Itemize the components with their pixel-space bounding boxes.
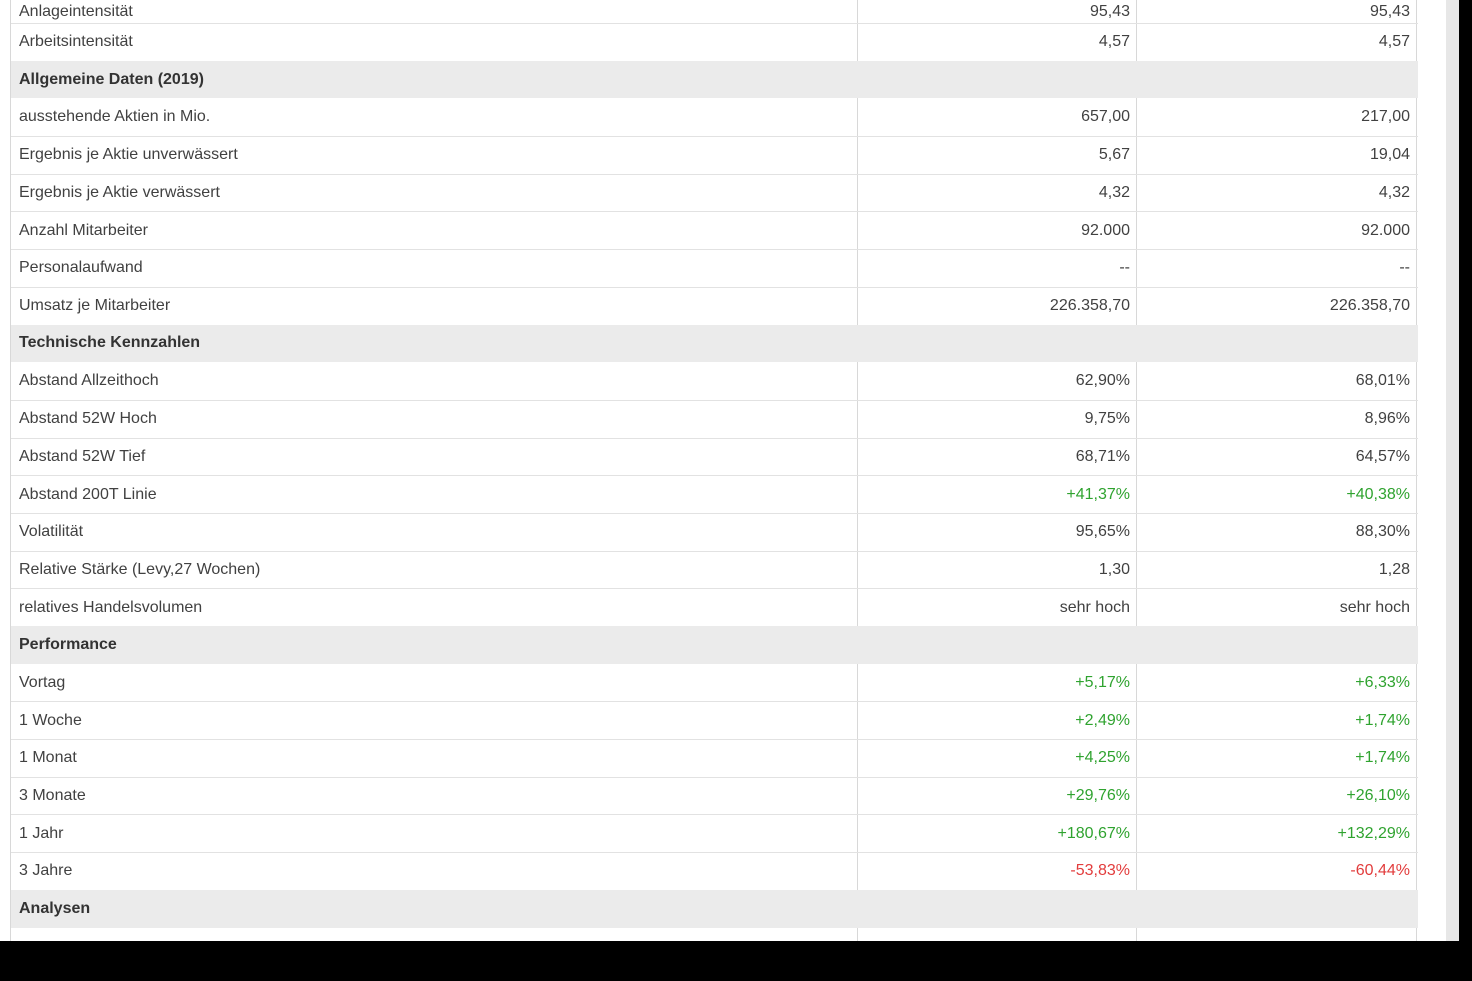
table-row: Arbeitsintensität 4,57 4,57 <box>11 23 1418 61</box>
table-row: Abstand 52W Tief 68,71% 64,57% <box>11 437 1418 476</box>
row-label: Arbeitsintensität <box>19 33 133 51</box>
row-value-col1: 95,65% <box>857 513 1136 551</box>
row-value-col2: 4,32 <box>1136 174 1417 212</box>
row-value-col2: 88,30% <box>1136 513 1417 551</box>
row-label: Abstand 52W Tief <box>19 447 146 465</box>
row-value-col1: 226.358,70 <box>857 287 1136 325</box>
table-row: Volatilität 95,65% 88,30% <box>11 512 1418 551</box>
row-value-col1: +41,37% <box>857 476 1136 513</box>
table-row: 1 Jahr +180,67% +132,29% <box>11 814 1418 853</box>
row-value-col1: 4,32 <box>857 174 1136 212</box>
row-value-col2: -60,44% <box>1136 853 1417 890</box>
row-value-col1: -53,83% <box>857 853 1136 890</box>
table-row: 3 Monate +29,76% +26,10% <box>11 776 1418 815</box>
row-value-col1: +5,17% <box>857 663 1136 702</box>
section-title: Performance <box>19 635 117 653</box>
row-value-col1: 1,30 <box>857 551 1136 589</box>
row-label: 3 Monate <box>19 787 86 805</box>
table-row: 3 Jahre -53,83% -60,44% <box>11 852 1418 890</box>
row-label: Anzahl Mitarbeiter <box>19 221 148 239</box>
row-value-col1: +29,76% <box>857 777 1136 815</box>
row-label: Personalaufwand <box>19 259 143 277</box>
row-value-col1: +2,49% <box>857 702 1136 740</box>
row-value-col1: 657,00 <box>857 98 1136 137</box>
row-value-col2: 217,00 <box>1136 98 1417 137</box>
row-value-col1: 9,75% <box>857 400 1136 438</box>
row-value-col2: sehr hoch <box>1136 589 1417 626</box>
stock-metrics-table: Anlageintensität 95,43 95,43 Arbeitsintensi… <box>10 0 1418 966</box>
section-header-row: Performance <box>11 626 1418 664</box>
vertical-scrollbar-track[interactable] <box>1446 0 1459 941</box>
row-value-col2: +40,38% <box>1136 476 1417 513</box>
row-value-col2: 226.358,70 <box>1136 287 1417 325</box>
table-row: relatives Handelsvolumen sehr hoch sehr ho… <box>11 588 1418 626</box>
row-value-col2: +26,10% <box>1136 777 1417 815</box>
row-value-col2: +1,74% <box>1136 740 1417 777</box>
row-value-col1: 95,43 <box>857 0 1136 23</box>
row-label: ausstehende Aktien in Mio. <box>19 108 211 126</box>
row-label: Ergebnis je Aktie unverwässert <box>19 146 238 164</box>
row-label: 1 Woche <box>19 711 82 729</box>
section-title: Allgemeine Daten (2019) <box>19 70 204 88</box>
row-value-col2: 1,28 <box>1136 551 1417 589</box>
table-row: ausstehende Aktien in Mio. 657,00 217,00 <box>11 98 1418 137</box>
table-row: Ergebnis je Aktie verwässert 4,32 4,32 <box>11 173 1418 212</box>
row-value-col1: +180,67% <box>857 815 1136 853</box>
row-value-col2: 64,57% <box>1136 438 1417 476</box>
table-row: 1 Woche +2,49% +1,74% <box>11 701 1418 740</box>
table-row: Relative Stärke (Levy,27 Wochen) 1,30 1,28 <box>11 550 1418 589</box>
row-value-col2: +132,29% <box>1136 815 1417 853</box>
table-row: Abstand Allzeithoch 62,90% 68,01% <box>11 362 1418 400</box>
row-label: 3 Jahre <box>19 862 73 880</box>
letterbox-right-bar <box>1459 0 1472 981</box>
row-label: Abstand 200T Linie <box>19 485 157 503</box>
table-row: Abstand 200T Linie +41,37% +40,38% <box>11 475 1418 513</box>
row-label: relatives Handelsvolumen <box>19 598 203 616</box>
row-value-col2: +1,74% <box>1136 702 1417 740</box>
row-value-col2: 92.000 <box>1136 212 1417 250</box>
row-value-col1: 68,71% <box>857 438 1136 476</box>
table-row: Anzahl Mitarbeiter 92.000 92.000 <box>11 211 1418 250</box>
row-value-col1: 4,57 <box>857 24 1136 61</box>
table-row: Umsatz je Mitarbeiter 226.358,70 226.358,7… <box>11 286 1418 325</box>
section-title: Technische Kennzahlen <box>19 334 201 352</box>
row-value-col1: sehr hoch <box>857 589 1136 626</box>
row-label: 1 Monat <box>19 749 77 767</box>
section-header-row: Allgemeine Daten (2019) <box>11 60 1418 99</box>
row-label: Abstand Allzeithoch <box>19 372 159 390</box>
row-value-col2: 19,04 <box>1136 137 1417 174</box>
table-row: Vortag +5,17% +6,33% <box>11 663 1418 702</box>
row-value-col2: +6,33% <box>1136 663 1417 702</box>
row-label: Volatilität <box>19 523 84 541</box>
row-label: Umsatz je Mitarbeiter <box>19 297 171 315</box>
row-value-col1: 5,67 <box>857 137 1136 174</box>
table-row: Anlageintensität 95,43 95,43 <box>11 0 1418 23</box>
row-label: Ergebnis je Aktie verwässert <box>19 184 220 202</box>
row-value-col2: 68,01% <box>1136 362 1417 400</box>
row-value-col1: 62,90% <box>857 362 1136 400</box>
row-value-col1: -- <box>857 250 1136 287</box>
row-value-col2: 95,43 <box>1136 0 1417 23</box>
row-label: Relative Stärke (Levy,27 Wochen) <box>19 560 261 578</box>
row-label: Anlageintensität <box>19 2 133 20</box>
section-header-row: Technische Kennzahlen <box>11 324 1418 363</box>
row-value-col2: 4,57 <box>1136 24 1417 61</box>
table-row: Personalaufwand -- -- <box>11 249 1418 287</box>
row-value-col2: 8,96% <box>1136 400 1417 438</box>
row-value-col2: -- <box>1136 250 1417 287</box>
letterbox-bottom-bar <box>0 941 1472 981</box>
row-label: 1 Jahr <box>19 824 64 842</box>
table-row: Abstand 52W Hoch 9,75% 8,96% <box>11 399 1418 438</box>
table-row: Ergebnis je Aktie unverwässert 5,67 19,04 <box>11 136 1418 174</box>
row-label: Abstand 52W Hoch <box>19 410 157 428</box>
table-row: 1 Monat +4,25% +1,74% <box>11 739 1418 777</box>
row-value-col1: +4,25% <box>857 740 1136 777</box>
row-value-col1: 92.000 <box>857 212 1136 250</box>
section-title: Analysen <box>19 899 91 917</box>
section-header-row: Analysen <box>11 889 1418 928</box>
row-label: Vortag <box>19 673 66 691</box>
